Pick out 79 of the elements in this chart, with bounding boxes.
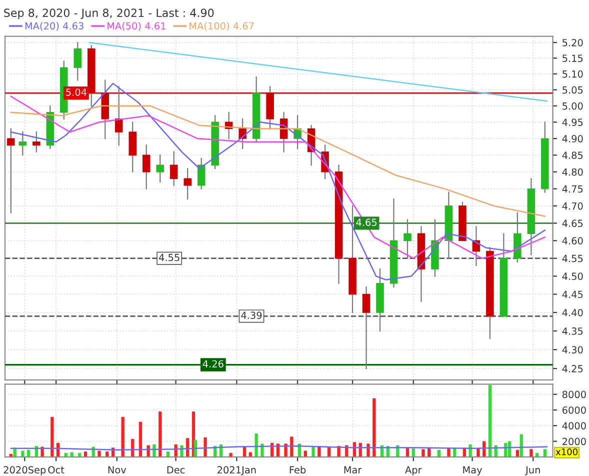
y-tick-label: 4.25 [562, 365, 583, 372]
y-tick-label: 6000 [562, 406, 586, 414]
ref-line-label: 4.26 [202, 360, 224, 368]
ref-line-label: 5.04 [66, 88, 86, 96]
bar [366, 444, 370, 457]
candlestick [74, 42, 82, 81]
bar [372, 398, 376, 457]
y-tick-label: 5.10 [562, 70, 583, 78]
bar [543, 449, 546, 457]
y-tick-label: 5.00 [562, 102, 583, 110]
y-tick-label: 4.45 [562, 290, 583, 298]
y-tick-label: 2000 [562, 438, 586, 446]
bar [312, 446, 315, 457]
line-series [10, 105, 546, 217]
bar [530, 449, 533, 457]
y-tick-label: 4.35 [562, 327, 583, 335]
y-tick-label: 4.80 [562, 168, 583, 176]
chart-title: Sep 8, 2020 - Jun 8, 2021 - Last : 4.90 [4, 8, 214, 20]
bar [21, 450, 24, 457]
x-tick-label: 2021Jan [218, 466, 256, 476]
bar [70, 452, 74, 457]
ref-line-label: 4.55 [158, 254, 180, 262]
candlestick [404, 219, 412, 259]
candlestick [238, 118, 246, 150]
x-tick-label: Nov [108, 466, 126, 474]
bar [98, 450, 101, 457]
y-tick-label: 4.40 [562, 308, 583, 316]
text: x100 [556, 448, 578, 456]
x-tick-label: May [463, 466, 482, 476]
candlestick [362, 286, 370, 370]
y-tick-label: 4.55 [562, 254, 583, 262]
x-tick-label: 2020Sep [4, 466, 46, 476]
x-tick-label: Jun [525, 466, 540, 476]
bar [304, 450, 307, 457]
bar [121, 417, 124, 457]
x-tick-label: Dec [167, 466, 185, 474]
y-tick-label: 5.15 [562, 54, 583, 62]
y-tick-label: 4.90 [562, 135, 583, 142]
ref-line-label: 4.39 [241, 312, 262, 319]
ref-line-label: 4.65 [356, 218, 377, 226]
y-tick-label: 4.95 [562, 118, 583, 126]
candlestick [128, 122, 137, 172]
line-series [10, 82, 546, 280]
y-tick-label: 5.20 [562, 39, 583, 46]
x-tick-label: Mar [344, 466, 362, 474]
y-tick-label: 4.70 [562, 202, 583, 210]
y-tick-label: 4.30 [562, 346, 583, 354]
y-tick-label: 4000 [562, 422, 586, 430]
candlestick [184, 168, 192, 200]
candlestick [7, 128, 15, 214]
candlestick [142, 144, 150, 190]
legend-label: MA(50) 4.61 [108, 22, 166, 31]
bar [138, 422, 142, 457]
legend-label: MA(100) 4.67 [190, 22, 254, 31]
candlestick [18, 131, 27, 156]
candlestick [114, 86, 123, 146]
candlestick [32, 131, 40, 152]
legend-label: MA(20) 4.63 [25, 22, 84, 31]
bar [488, 384, 492, 457]
bar [254, 433, 258, 457]
bar [422, 449, 425, 457]
y-tick-label: 4.85 [562, 152, 583, 159]
x-tick-label: Apr [405, 466, 422, 476]
candlestick [156, 154, 164, 183]
x-tick-label: Oct [48, 466, 64, 474]
x-tick-label: Feb [290, 466, 306, 474]
y-tick-label: 8000 [562, 390, 586, 398]
bar [50, 417, 54, 457]
y-tick-label: 4.75 [562, 185, 583, 193]
y-tick-label: 5.05 [562, 86, 583, 94]
bar [260, 444, 264, 457]
bar [180, 445, 184, 457]
y-tick-label: 4.60 [562, 237, 583, 244]
bar [229, 453, 232, 457]
bar [204, 437, 207, 457]
candlestick [170, 151, 178, 186]
y-tick-label: 4.50 [562, 272, 583, 280]
y-tick-label: 4.65 [562, 220, 583, 228]
bar [158, 412, 162, 457]
